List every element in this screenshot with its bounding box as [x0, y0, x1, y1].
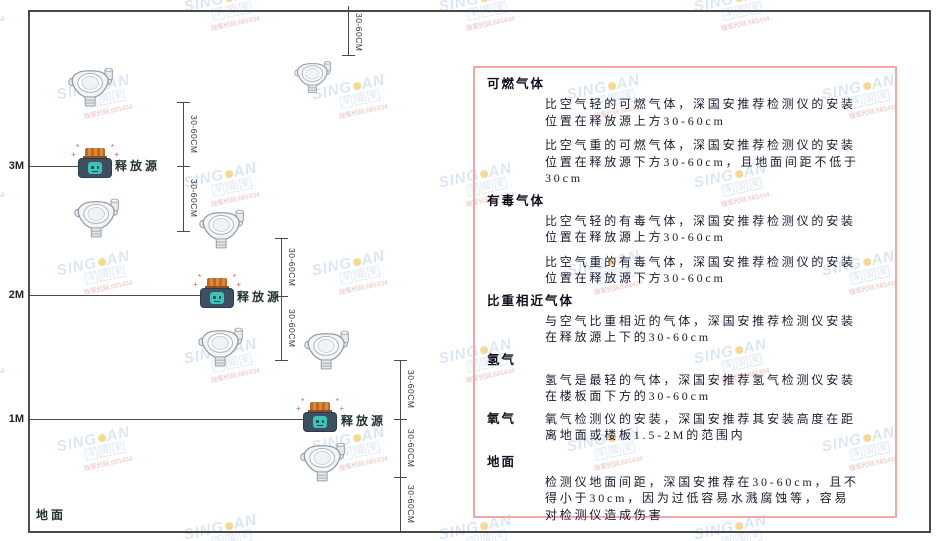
- release-source-3m: + + * *: [71, 144, 119, 178]
- dim-tick: [275, 360, 288, 361]
- dim-label-ground-clearance: 30-60CM: [406, 484, 416, 524]
- spark-icon: *: [232, 273, 236, 282]
- source-label-2m: 释放源: [237, 290, 283, 304]
- dim-tick: [394, 419, 407, 420]
- dim-line-ceiling: [348, 6, 349, 55]
- dim-tick: [342, 10, 355, 11]
- detector-3m-below-icon: [74, 197, 120, 239]
- spark-icon: *: [110, 143, 114, 152]
- detector-2m-below-icon: [198, 326, 244, 368]
- dim-label-1m-above: 30-60CM: [406, 370, 416, 409]
- release-source-1m: + + * *: [296, 398, 344, 432]
- spark-icon: *: [198, 273, 202, 282]
- spark-icon: +: [339, 404, 344, 413]
- section-paragraph: 比空气重的有毒气体，深国安推荐检测仪的安装位置在释放源下方30-60cm: [545, 254, 856, 286]
- dim-tick: [177, 231, 190, 232]
- source-brim: [308, 410, 332, 412]
- dim-label-2m-above: 30-60CM: [287, 247, 297, 287]
- source-label-1m: 释放源: [341, 414, 387, 428]
- section-heading-similar-density: 比重相近气体: [487, 293, 575, 308]
- section-heading-ground: 地面: [487, 454, 517, 469]
- room-frame: [28, 10, 931, 533]
- dim-tick: [275, 296, 288, 297]
- section-paragraph: 氧气检测仪的安装，深国安推荐其安装高度在距离地面或楼板1.5-2M的范围内: [545, 411, 856, 443]
- info-panel: 可燃气体 比空气轻的可燃气体，深国安推荐检测仪的安装位置在释放源上方30-60c…: [473, 66, 897, 522]
- section-heading-toxic: 有毒气体: [487, 193, 546, 208]
- detector-ceiling-icon: [294, 56, 332, 98]
- dim-tick: [394, 360, 407, 361]
- section-paragraph: 氢气是最轻的气体，深国安推荐氢气检测仪安装在楼板面下方的30-60cm: [545, 372, 856, 404]
- spark-icon: +: [236, 280, 241, 289]
- dim-tick: [394, 477, 407, 478]
- dim-label-1m-below: 30-60CM: [406, 428, 416, 468]
- dim-line-1m: [400, 360, 401, 531]
- dim-label-ceiling: 30-60CM: [354, 13, 364, 52]
- height-line-1m: [28, 419, 304, 420]
- section-heading-oxygen: 氧气: [487, 411, 517, 426]
- spark-icon: *: [76, 143, 80, 152]
- dim-tick: [342, 55, 355, 56]
- source-cap: [85, 148, 105, 157]
- source-brim: [205, 286, 229, 288]
- section-heading-combustible: 可燃气体: [487, 77, 546, 91]
- section-heading-hydrogen: 氢气: [487, 352, 517, 367]
- spark-icon: *: [301, 397, 305, 406]
- dim-tick: [177, 166, 190, 167]
- section-oxygen: 氧气 氧气检测仪的安装，深国安推荐其安装高度在距离地面或楼板1.5-2M的范围内: [487, 411, 883, 444]
- source-cap: [207, 278, 227, 287]
- height-line-3m: [28, 166, 82, 167]
- section-paragraph: 与空气比重相近的气体，深国安推荐检测仪安装在释放源上下的30-60cm: [545, 313, 856, 345]
- source-brim: [83, 156, 107, 158]
- dim-line-2m: [281, 238, 282, 360]
- detector-3m-above-icon: [68, 66, 114, 108]
- spark-icon: +: [114, 150, 119, 159]
- dim-label-3m-above: 30-60CM: [189, 114, 199, 154]
- detector-2m-above-icon: [199, 208, 245, 250]
- spark-icon: *: [335, 397, 339, 406]
- height-line-2m: [28, 295, 202, 296]
- source-face-icon: [88, 162, 102, 174]
- dim-label-3m-below: 30-60CM: [189, 179, 199, 218]
- dim-label-2m-below: 30-60CM: [287, 308, 297, 348]
- dim-tick: [275, 238, 288, 239]
- height-label-2m: 2M: [8, 289, 24, 301]
- floor-label: 地面: [36, 508, 67, 522]
- section-paragraph: 比空气轻的有毒气体，深国安推荐检测仪的安装位置在释放源上方30-60cm: [545, 213, 856, 245]
- spark-icon: +: [193, 280, 198, 289]
- spark-icon: +: [296, 404, 301, 413]
- height-label-3m: 3M: [8, 160, 24, 172]
- section-paragraph: 比空气重的可燃气体，深国安推荐检测仪的安装位置在释放源下方30-60cm，且地面…: [545, 138, 859, 185]
- source-face-icon: [313, 416, 327, 428]
- spark-icon: +: [71, 150, 76, 159]
- source-cap: [310, 402, 330, 411]
- section-paragraph: 检测仪地面间距，深国安推荐在30-60cm，且不得小于30cm，因为过低容易水溅…: [545, 474, 859, 522]
- detector-1m-below-icon: [300, 441, 346, 483]
- detector-1m-above-icon: [304, 329, 350, 371]
- source-label-3m: 释放源: [115, 159, 161, 173]
- dim-tick: [177, 102, 190, 103]
- height-label-1m: 1M: [8, 413, 24, 425]
- section-paragraph: 比空气轻的可燃气体，深国安推荐检测仪的安装位置在释放源上方30-60cm: [545, 97, 856, 128]
- source-face-icon: [210, 292, 224, 304]
- release-source-2m: + + * *: [193, 274, 241, 308]
